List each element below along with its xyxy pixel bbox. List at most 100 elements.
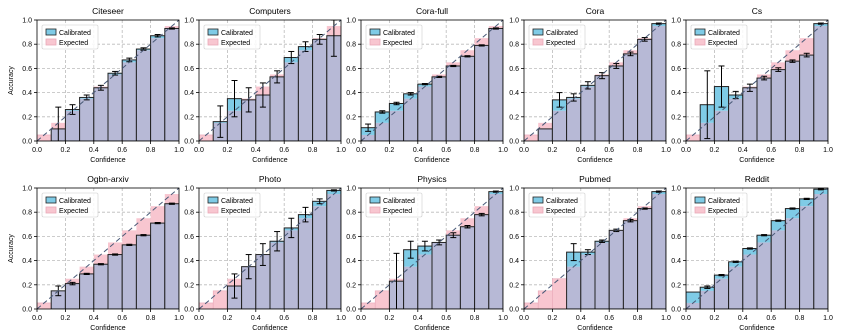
x-axis-label: Confidence: [252, 325, 288, 332]
overlap-bar: [312, 39, 327, 141]
overlap-bar: [757, 78, 772, 141]
y-tick-label: 0.8: [184, 42, 194, 49]
y-tick-label: 0.0: [346, 307, 356, 314]
expected-bar: [537, 290, 553, 309]
y-tick-label: 0.4: [509, 258, 519, 265]
expected-gap-bar: [474, 38, 489, 46]
perfect-calibration-line: [360, 19, 504, 142]
y-tick-label: 0.4: [184, 258, 194, 265]
perfect-calibration-line: [198, 19, 342, 142]
x-tick-label: 0.4: [576, 147, 586, 154]
axes-frame: [36, 187, 180, 310]
bar-group: [686, 188, 828, 309]
expected-gap-bar: [460, 50, 475, 57]
legend: Calibrated Expected: [690, 192, 748, 218]
overlap-bar: [150, 38, 165, 141]
y-tick-label: 0.0: [671, 307, 681, 314]
overlap-bar: [637, 39, 652, 141]
panel-title: Computers: [249, 6, 291, 16]
chart-panel-reddit: 0.00.0 0.2 0.2 0.4 0.4 0.6 0.6 0.8 0.8 1.0 1.0 Redd…: [671, 174, 833, 332]
x-axis-label: Confidence: [739, 325, 775, 332]
overlap-bar: [785, 218, 800, 309]
legend-swatch-expected: [45, 38, 57, 46]
y-tick-label: 0.8: [671, 42, 681, 49]
overlap-bar: [361, 134, 376, 141]
x-tick-label: 1.0: [498, 315, 508, 322]
expected-gap-bar: [446, 62, 461, 66]
overlap-bar: [298, 50, 313, 141]
overlap-bar: [108, 254, 123, 309]
expected-gap-bar: [488, 26, 503, 29]
overlap-bar: [164, 28, 179, 141]
legend-swatch-calibrated: [694, 28, 706, 36]
axes-frame: [198, 187, 342, 310]
y-tick-label: 0.2: [671, 114, 681, 121]
perfect-calibration-line: [36, 19, 180, 142]
chart-panel-computers: 0.00.0 0.2 0.2 0.4 0.4 0.6 0.6 0.8 0.8 1.0 1.0 Comp…: [184, 6, 346, 164]
y-tick-label: 0.0: [22, 307, 32, 314]
y-tick-label: 0.0: [22, 139, 32, 146]
chart-panel-photo: 0.00.0 0.2 0.2 0.4 0.4 0.6 0.6 0.8 0.8 1.0 1.0 Phot…: [184, 174, 346, 332]
calibrated-gap-bar: [700, 287, 715, 291]
overlap-bar: [284, 230, 299, 309]
legend-swatch-expected: [532, 206, 544, 214]
calibrated-gap-bar: [757, 235, 772, 243]
calibrated-gap-bar: [813, 23, 828, 27]
legend-swatch-expected: [207, 206, 219, 214]
expected-gap-bar: [785, 50, 800, 62]
calibrated-gap-bar: [785, 208, 800, 219]
expected-bar: [552, 278, 567, 309]
expected-gap-bar: [108, 242, 123, 255]
x-tick-label: 0.0: [519, 315, 529, 322]
overlap-bar: [609, 65, 624, 141]
x-tick-label: 0.2: [61, 315, 71, 322]
bar-group: [361, 190, 503, 309]
y-tick-label: 0.4: [346, 258, 356, 265]
overlap-bar: [771, 230, 786, 309]
legend: Calibrated Expected: [41, 192, 99, 218]
calibrated-gap-bar: [417, 84, 432, 87]
legend: Calibrated Expected: [528, 24, 586, 50]
y-tick-label: 0.8: [671, 210, 681, 217]
x-tick-label: 0.8: [470, 147, 480, 154]
overlap-bar: [403, 266, 418, 309]
x-tick-label: 0.0: [194, 147, 204, 154]
overlap-bar: [566, 98, 581, 141]
x-tick-label: 1.0: [823, 147, 833, 154]
legend-label-calibrated: Calibrated: [708, 198, 740, 205]
y-tick-label: 0.8: [509, 42, 519, 49]
x-tick-label: 1.0: [661, 147, 671, 154]
y-tick-label: 1.0: [509, 18, 519, 25]
perfect-calibration-line: [198, 187, 342, 310]
calibrated-gap-bar: [488, 191, 503, 195]
x-tick-label: 0.8: [308, 315, 318, 322]
legend-label-expected: Expected: [59, 40, 88, 47]
x-tick-label: 0.8: [470, 315, 480, 322]
overlap-bar: [580, 86, 595, 141]
overlap-bar: [552, 110, 567, 141]
legend-label-expected: Expected: [708, 40, 737, 47]
axes-frame: [198, 19, 342, 142]
bar-group: [37, 194, 179, 309]
expected-gap-bar: [65, 278, 80, 284]
overlap-bar: [255, 95, 270, 141]
calibrated-gap-bar: [799, 198, 814, 207]
overlap-bar: [227, 110, 242, 141]
legend-swatch-calibrated: [369, 196, 381, 204]
legend-label-expected: Expected: [221, 40, 250, 47]
overlap-bar: [432, 242, 447, 309]
y-tick-label: 0.0: [509, 139, 519, 146]
overlap-bar: [255, 254, 270, 309]
calibrated-gap-bar: [651, 191, 666, 195]
expected-gap-bar: [150, 206, 165, 224]
legend-label-calibrated: Calibrated: [708, 30, 740, 37]
x-tick-label: 0.2: [385, 147, 395, 154]
x-tick-label: 0.6: [117, 315, 127, 322]
y-tick-label: 0.2: [184, 282, 194, 289]
calibrated-gap-bar: [389, 103, 404, 111]
legend-swatch-expected: [207, 38, 219, 46]
x-axis-label: Confidence: [577, 157, 613, 164]
x-tick-label: 0.8: [795, 315, 805, 322]
expected-bar: [524, 302, 539, 309]
